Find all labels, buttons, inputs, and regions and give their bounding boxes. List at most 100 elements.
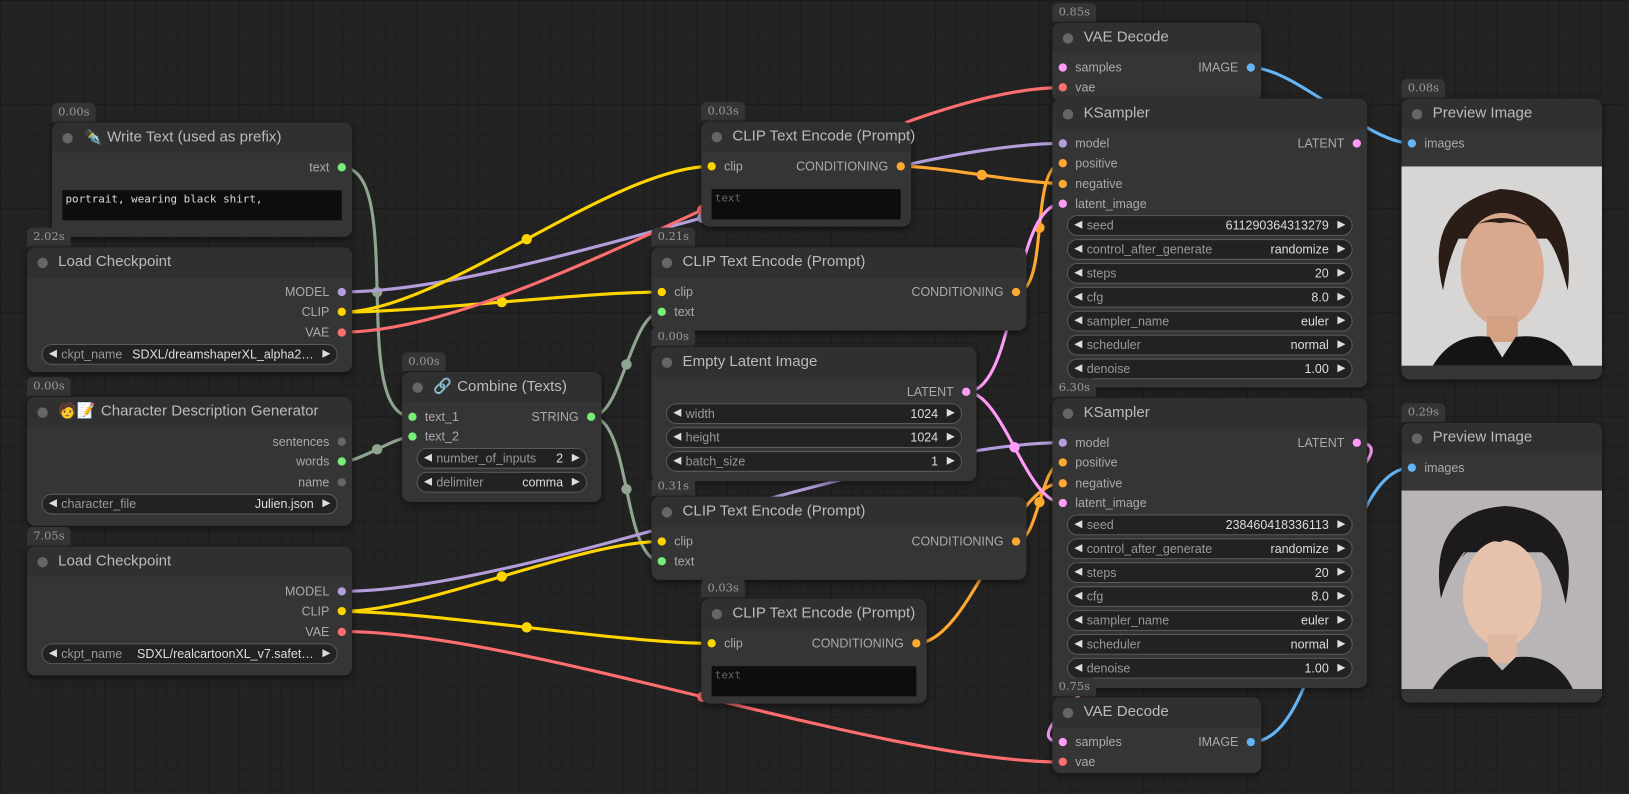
- arrow-right-icon[interactable]: ▶: [1337, 614, 1346, 626]
- vae-slot-dot-icon[interactable]: [337, 627, 346, 636]
- collapse-dot-icon[interactable]: [1062, 33, 1074, 44]
- widget-seed[interactable]: ◀ seed 611290364313279 ▶: [1066, 215, 1353, 236]
- input-slot-negative[interactable]: negative: [1058, 475, 1122, 492]
- arrow-left-icon[interactable]: ◀: [423, 476, 432, 488]
- widget-width[interactable]: ◀ width 1024 ▶: [665, 403, 963, 425]
- output-slot-conditioning[interactable]: CONDITIONING: [911, 533, 1021, 550]
- ksampler-title-bar[interactable]: KSampler: [1052, 98, 1368, 129]
- input-slot-images[interactable]: images: [1407, 459, 1465, 476]
- link-center-handle[interactable]: [496, 296, 507, 308]
- output-slot-latent[interactable]: LATENT: [1297, 135, 1361, 152]
- link-center-handle[interactable]: [621, 483, 632, 495]
- clip-slot-dot-icon[interactable]: [657, 537, 666, 546]
- arrow-left-icon[interactable]: ◀: [673, 407, 682, 419]
- character-description-generator-title-bar[interactable]: 🧑📝 Character Description Generator: [27, 397, 353, 428]
- collapse-dot-icon[interactable]: [1411, 109, 1423, 120]
- arrow-right-icon[interactable]: ▶: [1337, 638, 1346, 650]
- arrow-right-icon[interactable]: ▶: [322, 347, 331, 360]
- arrow-left-icon[interactable]: ◀: [1074, 542, 1083, 554]
- arrow-left-icon[interactable]: ◀: [48, 497, 57, 509]
- vae-slot-dot-icon[interactable]: [1058, 83, 1067, 92]
- latent-slot-dot-icon[interactable]: [962, 387, 971, 396]
- link-center-handle[interactable]: [1034, 496, 1045, 508]
- output-slot-text[interactable]: text: [309, 159, 346, 176]
- collapse-dot-icon[interactable]: [1062, 707, 1074, 719]
- widget-ckpt-name[interactable]: ◀ ckpt_name SDXL/dreamshaperXL_alpha2… ▶: [41, 343, 338, 365]
- widget-control-after-generate[interactable]: ◀ control_after_generate randomize ▶: [1066, 538, 1353, 560]
- arrow-left-icon[interactable]: ◀: [1074, 243, 1083, 255]
- arrow-left-icon[interactable]: ◀: [1074, 638, 1083, 650]
- combine-texts-title-bar[interactable]: 🔗 Combine (Texts): [402, 372, 602, 403]
- arrow-right-icon[interactable]: ▶: [322, 647, 331, 659]
- arrow-left-icon[interactable]: ◀: [1074, 338, 1083, 351]
- output-slot-conditioning[interactable]: CONDITIONING: [812, 635, 921, 652]
- input-slot-model[interactable]: model: [1058, 135, 1109, 152]
- string-slot-dot-icon[interactable]: [408, 432, 417, 441]
- arrow-right-icon[interactable]: ▶: [1337, 243, 1346, 255]
- arrow-left-icon[interactable]: ◀: [1074, 661, 1083, 674]
- arrow-left-icon[interactable]: ◀: [1074, 518, 1083, 530]
- link-center-handle[interactable]: [621, 359, 632, 370]
- output-slot-vae[interactable]: VAE: [305, 324, 346, 341]
- widget-height[interactable]: ◀ height 1024 ▶: [665, 427, 963, 448]
- input-slot-positive[interactable]: positive: [1058, 155, 1118, 172]
- node-empty-latent-image[interactable]: Empty Latent Image LATENT ◀ width 1024 ▶ ◀ heig…: [651, 347, 977, 482]
- input-slot-samples[interactable]: samples: [1058, 734, 1122, 751]
- input-slot-clip[interactable]: clip: [657, 533, 693, 550]
- collapse-dot-icon[interactable]: [37, 557, 48, 568]
- node-combine-texts[interactable]: 🔗 Combine (Texts) text_1 text_2 STRING ◀ numbe…: [402, 372, 602, 502]
- input-slot-clip[interactable]: clip: [707, 635, 743, 652]
- conditioning-slot-dot-icon[interactable]: [1058, 179, 1067, 188]
- arrow-right-icon[interactable]: ▶: [1337, 590, 1346, 602]
- conditioning-slot-dot-icon[interactable]: [1058, 159, 1067, 168]
- widget-denoise[interactable]: ◀ denoise 1.00 ▶: [1066, 358, 1353, 380]
- arrow-right-icon[interactable]: ▶: [1337, 362, 1346, 375]
- preview-image-title-bar[interactable]: Preview Image: [1401, 422, 1602, 454]
- clip-text-encode-prompt-text-input[interactable]: text: [711, 189, 901, 220]
- node-load-checkpoint[interactable]: Load Checkpoint MODEL CLIP VAE ◀ ckpt_name SDX…: [27, 546, 353, 676]
- model-slot-dot-icon[interactable]: [337, 287, 346, 297]
- input-slot-negative[interactable]: negative: [1058, 175, 1122, 192]
- write-text-used-as-prefix-title-bar[interactable]: ✒️ Write Text (used as prefix): [51, 122, 353, 153]
- arrow-left-icon[interactable]: ◀: [673, 431, 682, 443]
- arrow-left-icon[interactable]: ◀: [48, 647, 57, 659]
- node-character-description-generator[interactable]: 🧑📝 Character Description Generator sentenc…: [27, 397, 353, 526]
- conditioning-slot-dot-icon[interactable]: [1058, 478, 1067, 488]
- output-slot-model[interactable]: MODEL: [285, 284, 346, 301]
- model-slot-dot-icon[interactable]: [337, 587, 346, 596]
- arrow-left-icon[interactable]: ◀: [1074, 566, 1083, 578]
- clip-slot-dot-icon[interactable]: [657, 287, 666, 297]
- widget-cfg[interactable]: ◀ cfg 8.0 ▶: [1066, 286, 1353, 308]
- collapse-dot-icon[interactable]: [711, 609, 723, 620]
- collapse-dot-icon[interactable]: [661, 507, 673, 518]
- output-slot-name[interactable]: name: [298, 473, 346, 490]
- link-center-handle[interactable]: [1009, 442, 1020, 453]
- arrow-left-icon[interactable]: ◀: [1074, 266, 1083, 279]
- output-slot-conditioning[interactable]: CONDITIONING: [796, 158, 905, 175]
- widget-steps[interactable]: ◀ steps 20 ▶: [1066, 562, 1353, 583]
- image-slot-dot-icon[interactable]: [1246, 737, 1255, 747]
- node-write-text-used-as-prefix[interactable]: ✒️ Write Text (used as prefix) text portrai…: [51, 122, 353, 237]
- node-clip-text-encode-prompt[interactable]: CLIP Text Encode (Prompt) clip CONDITIONIN…: [701, 598, 927, 704]
- arrow-left-icon[interactable]: ◀: [1074, 614, 1083, 626]
- arrow-right-icon[interactable]: ▶: [1337, 518, 1346, 530]
- output-slot-latent[interactable]: LATENT: [907, 384, 971, 401]
- clip-text-encode-prompt-title-bar[interactable]: CLIP Text Encode (Prompt): [651, 496, 1027, 527]
- model-slot-dot-icon[interactable]: [1058, 139, 1067, 148]
- output-slot-string[interactable]: STRING: [532, 408, 596, 425]
- latent-slot-dot-icon[interactable]: [1352, 139, 1361, 148]
- model-slot-dot-icon[interactable]: [1058, 438, 1067, 447]
- input-slot-vae[interactable]: vae: [1058, 79, 1095, 96]
- widget-character-file[interactable]: ◀ character_file Julien.json ▶: [41, 493, 338, 515]
- clip-slot-dot-icon[interactable]: [337, 307, 346, 317]
- latent-slot-dot-icon[interactable]: [1058, 63, 1067, 72]
- arrow-left-icon[interactable]: ◀: [48, 347, 57, 360]
- collapse-dot-icon[interactable]: [412, 382, 423, 393]
- widget-cfg[interactable]: ◀ cfg 8.0 ▶: [1066, 586, 1353, 607]
- conditioning-slot-dot-icon[interactable]: [1011, 537, 1021, 546]
- latent-slot-dot-icon[interactable]: [1058, 199, 1067, 208]
- link-center-handle[interactable]: [496, 571, 507, 582]
- latent-slot-dot-icon[interactable]: [1352, 438, 1361, 447]
- input-slot-model[interactable]: model: [1058, 434, 1109, 451]
